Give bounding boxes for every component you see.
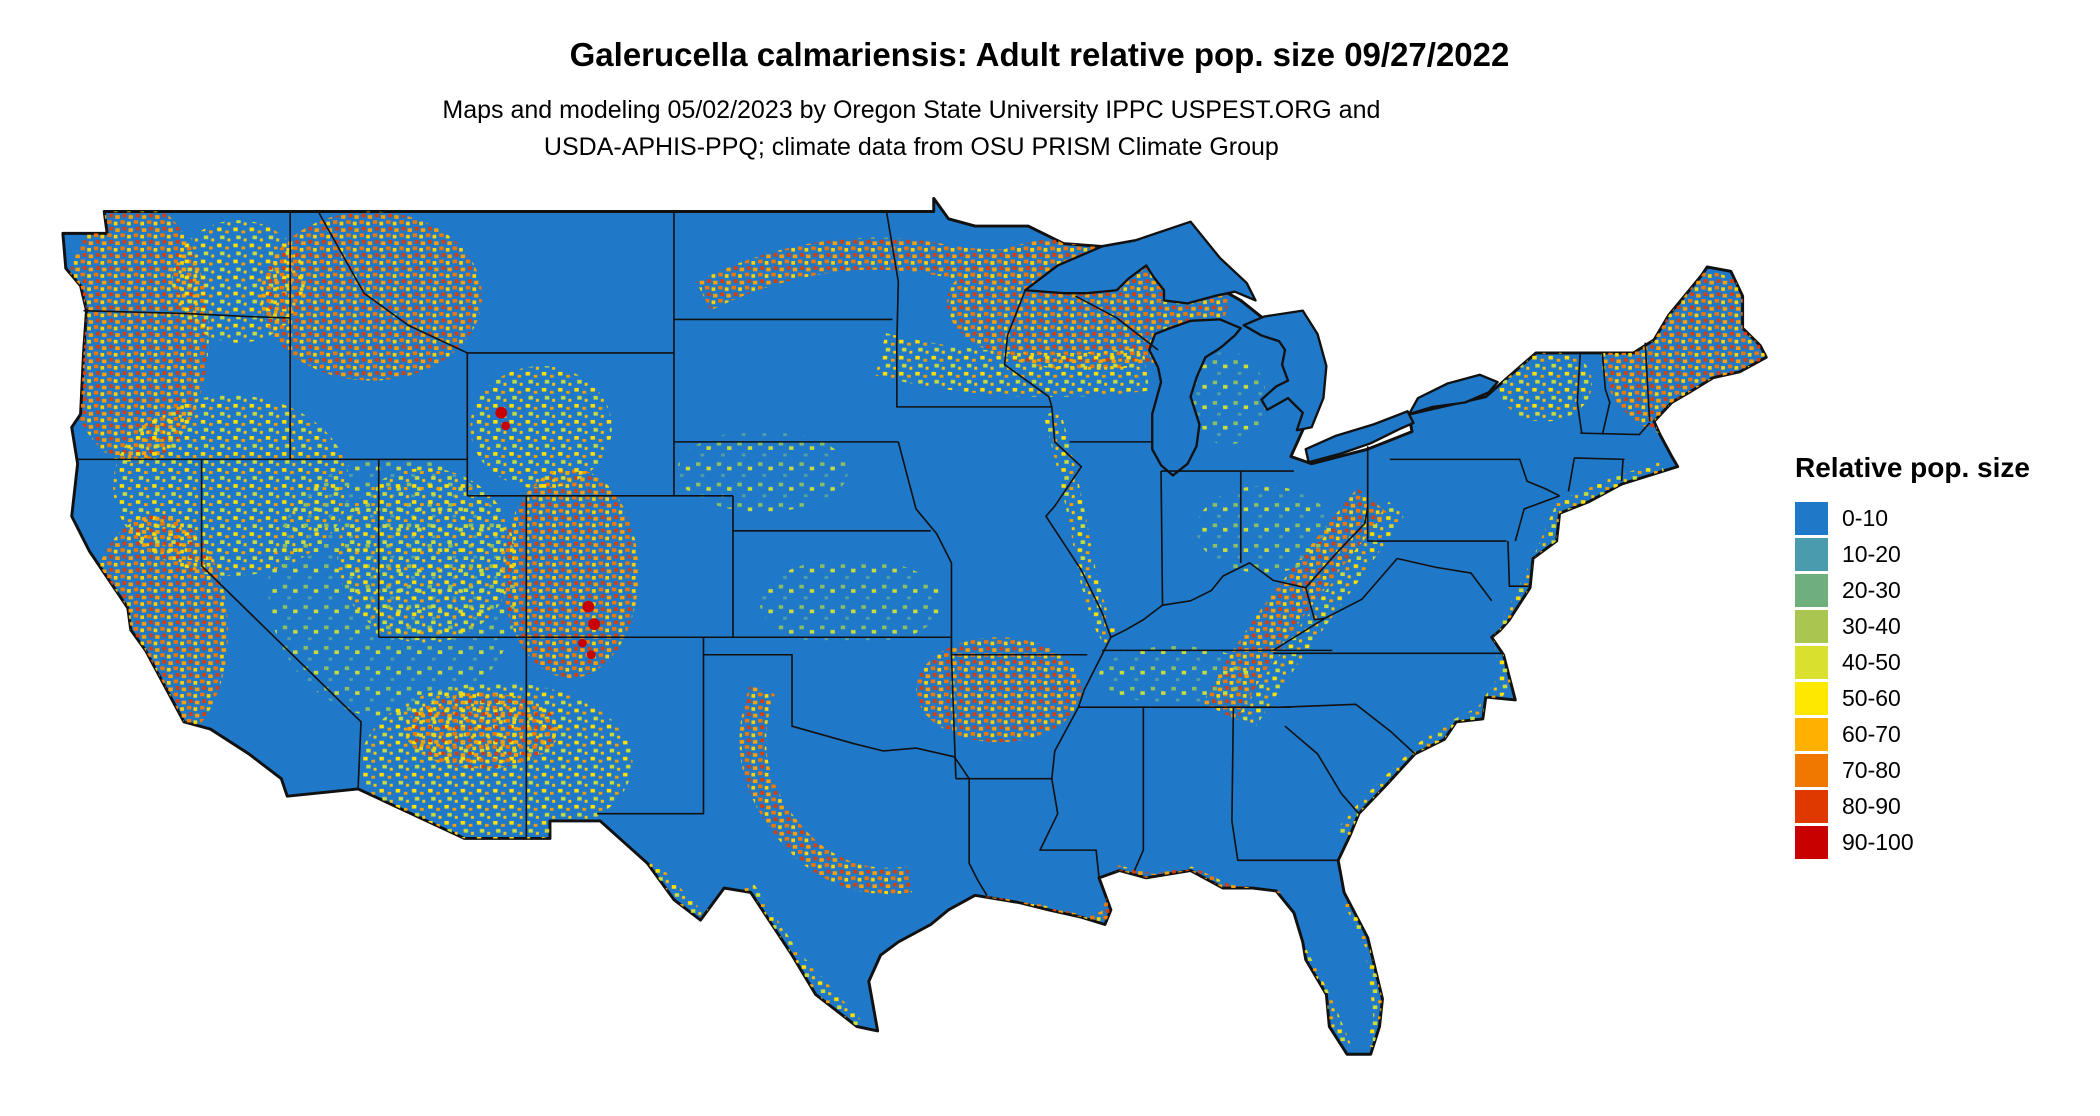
legend-label: 0-10 [1842,504,1889,531]
figure-title: Galerucella calmariensis: Adult relative… [569,36,1510,73]
legend-entry: 20-30 [1795,572,2085,608]
legend-entry: 50-60 [1795,680,2085,716]
conus-population-map [61,196,1768,1056]
state-borders [77,211,1651,896]
subtitle-line-1: Maps and modeling 05/02/2023 by Oregon S… [442,96,1381,124]
subtitle-line-2: USDA-APHIS-PPQ; climate data from OSU PR… [543,133,1279,161]
legend-label: 30-40 [1842,612,1901,639]
lake-michigan [1148,318,1242,477]
great-lakes [1024,220,1499,477]
legend-label: 40-50 [1842,648,1901,675]
legend-swatch [1795,537,1828,571]
legend-entry: 80-90 [1795,788,2085,824]
legend-swatch [1795,501,1828,535]
legend-swatch [1795,681,1828,715]
legend-label: 90-100 [1842,828,1914,855]
figure-subtitle: Maps and modeling 05/02/2023 by Oregon S… [442,92,1380,166]
legend-entry: 60-70 [1795,716,2085,752]
legend-entry: 10-20 [1795,536,2085,572]
legend-label: 50-60 [1842,684,1901,711]
legend-swatch [1795,789,1828,823]
lake-ontario [1407,373,1499,416]
hotspot-90-100 [495,406,601,660]
legend-swatch [1795,573,1828,607]
legend-label: 20-30 [1842,576,1901,603]
map-legend: Relative pop. size 0-10 10-20 20-30 30-4… [1795,452,2085,860]
legend-entry: 30-40 [1795,608,2085,644]
legend-entry: 40-50 [1795,644,2085,680]
legend-label: 70-80 [1842,756,1901,783]
legend-swatch [1795,609,1828,643]
legend-swatch [1795,825,1828,859]
legend-swatch [1795,753,1828,787]
legend-swatch [1795,645,1828,679]
legend-label: 80-90 [1842,792,1901,819]
lake-superior [1024,220,1257,305]
legend-entry: 70-80 [1795,752,2085,788]
legend-swatch [1795,717,1828,751]
legend-entry: 90-100 [1795,824,2085,860]
lake-erie [1304,410,1415,464]
lake-huron [1242,309,1328,432]
legend-label: 10-20 [1842,540,1901,567]
legend-entry: 0-10 [1795,500,2085,536]
legend-label: 60-70 [1842,720,1901,747]
legend-title: Relative pop. size [1795,452,2030,483]
